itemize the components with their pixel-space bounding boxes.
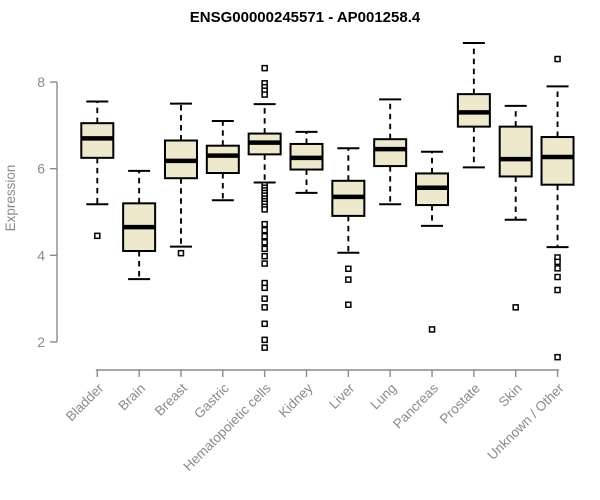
x-category-label: Pancreas (390, 380, 441, 431)
x-category-label: Bladder (63, 380, 107, 424)
outlier-point (261, 336, 268, 344)
outlier-point (554, 55, 561, 63)
outlier-point (261, 91, 268, 98)
box-unknown-other (540, 55, 575, 361)
outlier-point (261, 252, 268, 260)
box-breast (163, 102, 198, 257)
boxplot-series (80, 42, 575, 361)
box-lung (373, 98, 408, 206)
outlier-point (261, 260, 268, 267)
x-category-label: Skin (496, 381, 525, 410)
x-category-label: Kidney (276, 380, 316, 420)
outlier-point (261, 295, 268, 302)
box-prostate (456, 42, 491, 169)
outlier-point (554, 265, 561, 272)
x-category-label: Liver (326, 380, 358, 412)
box-gastric (205, 120, 240, 202)
box-hematopoietic-cells (247, 64, 282, 351)
outlier-point (554, 286, 561, 294)
outlier-point (554, 353, 561, 361)
outlier-point (177, 249, 185, 257)
box-pancreas (415, 150, 450, 333)
outlier-point (554, 258, 561, 266)
outlier-point (261, 64, 268, 72)
outlier-point (261, 206, 268, 213)
outlier-point (94, 232, 101, 240)
box-skin (498, 104, 533, 311)
chart-title: ENSG00000245571 - AP001258.4 (190, 9, 421, 26)
x-category-label: Prostate (437, 381, 483, 427)
y-axis-title: Expression (3, 165, 18, 232)
outlier-point (554, 273, 561, 281)
outlier-point (261, 245, 268, 253)
outlier-point (261, 344, 268, 351)
x-category-label: Breast (152, 380, 190, 418)
box-bladder (80, 100, 115, 240)
box-liver (331, 147, 366, 308)
outlier-point (261, 284, 268, 292)
outlier-point (512, 304, 519, 311)
outlier-point (345, 265, 352, 273)
y-tick-label: 8 (37, 74, 45, 90)
outlier-point (345, 301, 352, 308)
outlier-point (261, 220, 268, 228)
box-kidney (289, 130, 324, 194)
outlier-point (261, 239, 268, 246)
x-category-label: Brain (115, 381, 148, 414)
outlier-point (261, 304, 268, 311)
outlier-point (261, 320, 268, 328)
x-category-label: Gastric (191, 380, 232, 421)
outlier-point (261, 226, 268, 234)
outlier-point (345, 276, 352, 283)
y-tick-label: 2 (37, 334, 45, 350)
box-brain (122, 169, 157, 281)
x-category-label: Lung (367, 381, 399, 413)
y-tick-label: 6 (37, 161, 45, 177)
outlier-point (428, 326, 436, 333)
y-tick-label: 4 (37, 247, 45, 263)
outlier-point (261, 233, 268, 240)
x-category-label: Unknown / Other (484, 380, 567, 463)
